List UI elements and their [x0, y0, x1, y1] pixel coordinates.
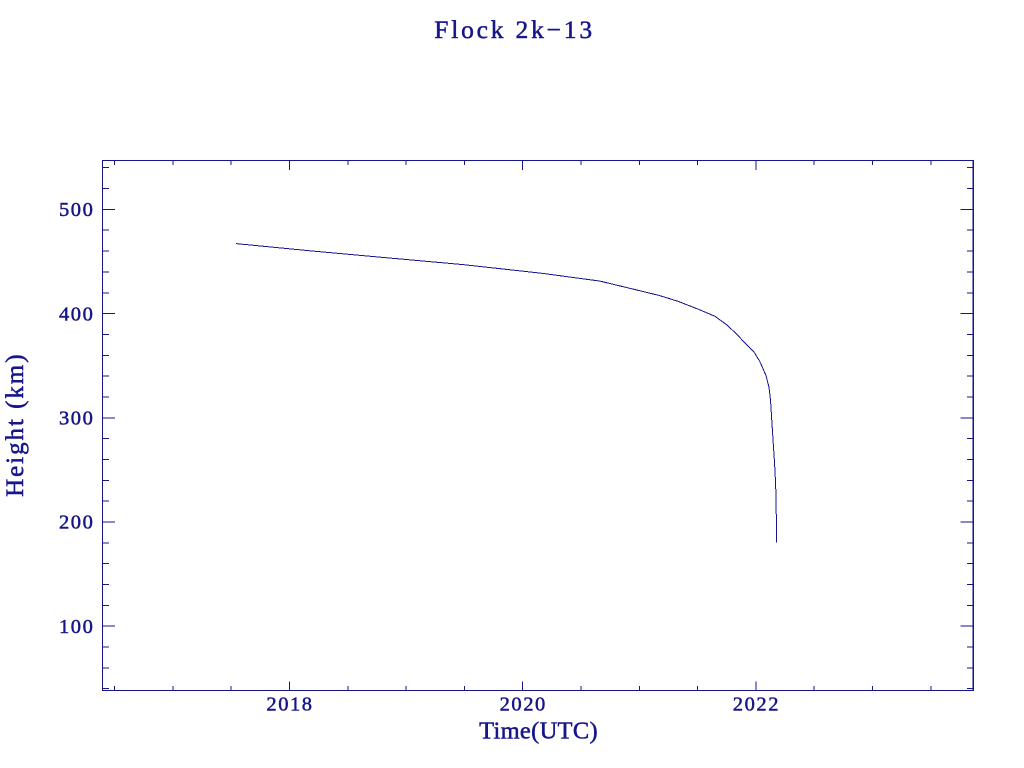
- svg-text:500: 500: [59, 199, 94, 221]
- svg-text:2022: 2022: [733, 694, 780, 716]
- svg-text:100: 100: [59, 616, 94, 638]
- svg-text:200: 200: [59, 512, 94, 534]
- svg-text:2020: 2020: [500, 694, 547, 716]
- svg-text:2018: 2018: [266, 694, 313, 716]
- svg-text:Height (km): Height (km): [2, 353, 29, 497]
- svg-text:Time(UTC): Time(UTC): [479, 717, 598, 744]
- svg-text:400: 400: [59, 303, 94, 325]
- svg-text:Flock 2k−13: Flock 2k−13: [434, 15, 595, 44]
- svg-text:300: 300: [59, 408, 94, 430]
